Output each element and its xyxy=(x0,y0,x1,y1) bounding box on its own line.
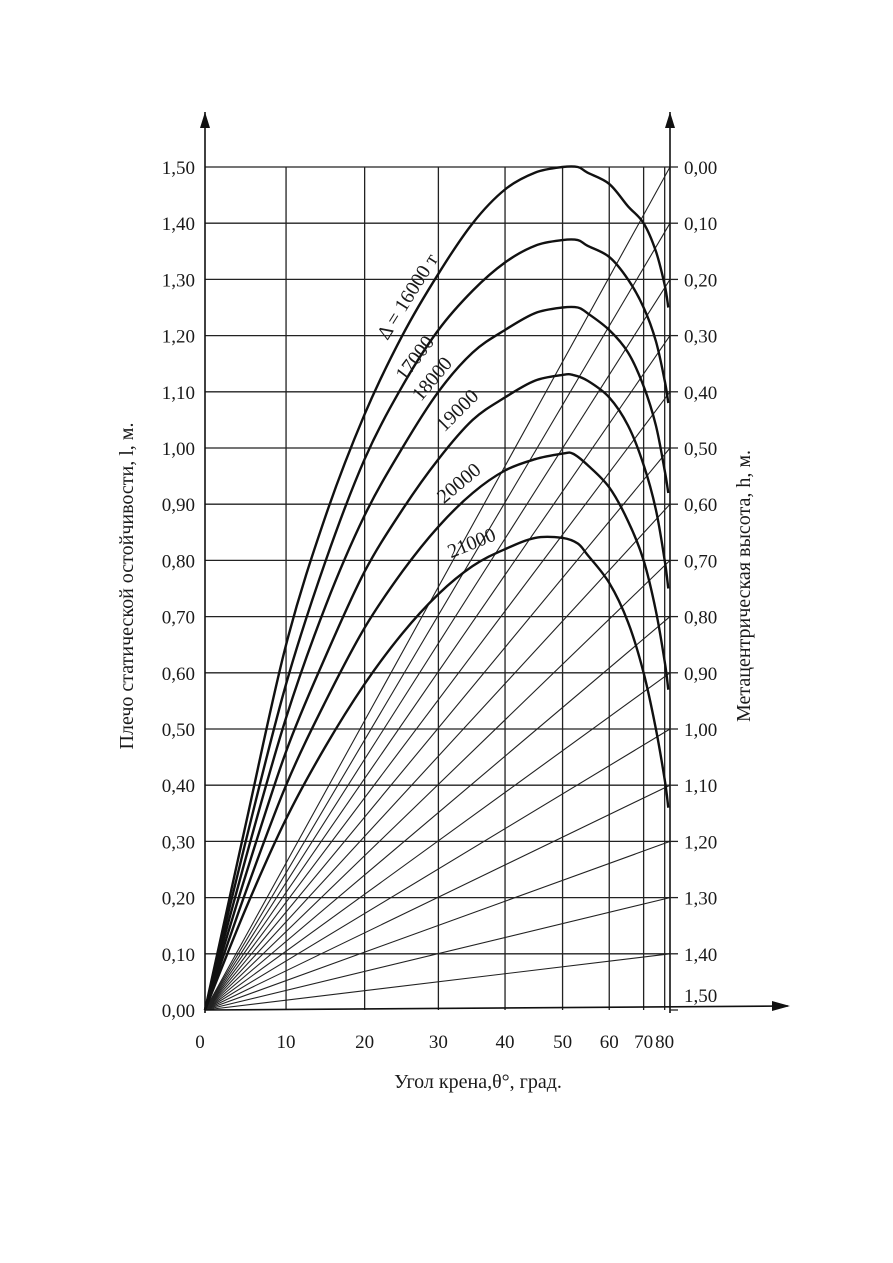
h-ray-9 xyxy=(204,672,671,1011)
x-tick-label-6: 60 xyxy=(600,1032,619,1053)
x-tick-label-4: 40 xyxy=(496,1032,515,1053)
curve-3 xyxy=(203,373,670,1011)
axes xyxy=(200,112,790,1013)
y-tick-label-5: 1,00 xyxy=(162,439,195,460)
y2-tick-label-3: 0,30 xyxy=(684,327,717,348)
x-axis-arrow xyxy=(772,1001,790,1011)
h-ray-7 xyxy=(204,560,671,1011)
y-tick-label-4: 1,10 xyxy=(162,383,195,404)
y-tick-label-11: 0,40 xyxy=(162,776,195,797)
y2-tick-label-2: 0,20 xyxy=(684,270,717,291)
h-ray-8 xyxy=(204,616,671,1011)
h-ray-5 xyxy=(204,447,671,1011)
y2-tick-label-15: 1,50 xyxy=(684,986,717,1007)
curve-label-4: 20000 xyxy=(433,459,485,508)
y-tick-label-7: 0,80 xyxy=(162,551,195,572)
curve-label-3: 19000 xyxy=(432,385,483,436)
y2-tick-label-6: 0,60 xyxy=(684,495,717,516)
x-tick-label-1: 10 xyxy=(277,1032,296,1053)
y-tick-label-14: 0,10 xyxy=(162,945,195,966)
y-tick-label-12: 0,30 xyxy=(162,832,195,853)
curve-4 xyxy=(203,451,670,1011)
y2-tick-label-12: 1,20 xyxy=(684,832,717,853)
y-tick-label-6: 0,90 xyxy=(162,495,195,516)
y2-tick-label-14: 1,40 xyxy=(684,945,717,966)
y2-tick-label-5: 0,50 xyxy=(684,439,717,460)
h-ray-2 xyxy=(204,279,671,1011)
h-ray-1 xyxy=(204,222,671,1011)
metacentric-height-rays xyxy=(204,166,671,1011)
x-tick-label-0: 0 xyxy=(195,1032,205,1053)
y2-tick-label-9: 0,90 xyxy=(684,664,717,685)
x-tick-label-5: 50 xyxy=(553,1032,572,1053)
h-ray-13 xyxy=(204,897,671,1011)
h-ray-14 xyxy=(204,953,671,1011)
y2-tick-label-13: 1,30 xyxy=(684,889,717,910)
x-axis-title: Угол крена,θ°, град. xyxy=(394,1071,562,1093)
curve-2 xyxy=(203,305,670,1011)
curve-0 xyxy=(203,165,670,1011)
x-tick-label-2: 20 xyxy=(355,1032,374,1053)
curve-label-0: Δ = 16000 т xyxy=(373,250,443,344)
h-ray-11 xyxy=(204,784,671,1011)
y2-tick-label-11: 1,10 xyxy=(684,776,717,797)
y-tick-label-1: 1,40 xyxy=(162,214,195,235)
y-tick-label-15: 0,00 xyxy=(162,1001,195,1022)
x-tick-label-7: 70 xyxy=(634,1032,653,1053)
y2-tick-label-10: 1,00 xyxy=(684,720,717,741)
y-tick-label-2: 1,30 xyxy=(162,270,195,291)
tick-labels: 1,50 1,40 1,30 1,20 1,10 1,00 0,90 0,80 0,70 0,60… xyxy=(162,158,718,1053)
y2-axis-title: Метацентрическая высота, h, м. xyxy=(733,450,755,722)
h-ray-0 xyxy=(204,166,671,1011)
y2-tick-label-4: 0,40 xyxy=(684,383,717,404)
y-axis-left-arrow xyxy=(200,112,210,128)
h-ray-12 xyxy=(204,840,671,1011)
y-tick-label-3: 1,20 xyxy=(162,327,195,348)
curve-1 xyxy=(203,238,670,1011)
y-tick-label-8: 0,70 xyxy=(162,608,195,629)
y2-tick-label-1: 0,10 xyxy=(684,214,717,235)
y2-tick-label-0: 0,00 xyxy=(684,158,717,179)
y2-tick-label-8: 0,80 xyxy=(684,608,717,629)
h-ray-6 xyxy=(204,503,671,1011)
stability-curves xyxy=(203,165,670,1011)
h-ray-10 xyxy=(204,728,671,1011)
x-tick-label-3: 30 xyxy=(429,1032,448,1053)
y-axis-right-arrow xyxy=(665,112,675,128)
h-ray-3 xyxy=(204,335,671,1011)
curve-label-5: 21000 xyxy=(444,524,499,563)
y-tick-label-13: 0,20 xyxy=(162,889,195,910)
h-ray-4 xyxy=(204,391,671,1011)
x-tick-label-8: 80 xyxy=(655,1032,674,1053)
y-tick-label-9: 0,60 xyxy=(162,664,195,685)
y-tick-label-10: 0,50 xyxy=(162,720,195,741)
y-axis-title: Плечо статической остойчивости, l, м. xyxy=(116,423,138,750)
curve-5 xyxy=(203,535,670,1011)
x-axis xyxy=(204,1005,789,1011)
y2-tick-label-7: 0,70 xyxy=(684,551,717,572)
y-tick-label-0: 1,50 xyxy=(162,158,195,179)
